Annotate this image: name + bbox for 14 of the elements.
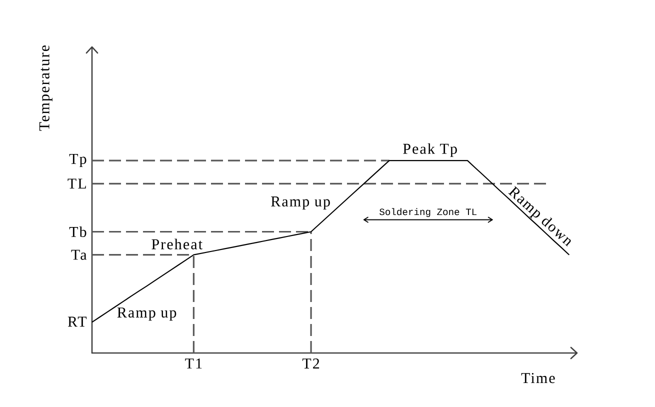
y-axis-title: Temperature [39,45,52,131]
annotation: Preheat [152,238,202,250]
annotation: Ramp up [271,196,330,210]
ref-line-label: Tb [69,226,86,238]
x-tick-label: T2 [302,358,320,368]
text: Peak Tp [403,143,457,157]
annotation: Ramp up [117,308,176,321]
annotation: Soldering Zone TL [380,208,476,218]
ref-line-label: Tp [69,154,86,168]
ref-line-label: Ta [71,250,87,260]
text: RT [68,316,87,327]
ref-line-label: TL [68,178,86,189]
x-axis-title: Time [521,373,555,384]
x-tick-label: T1 [185,358,202,368]
